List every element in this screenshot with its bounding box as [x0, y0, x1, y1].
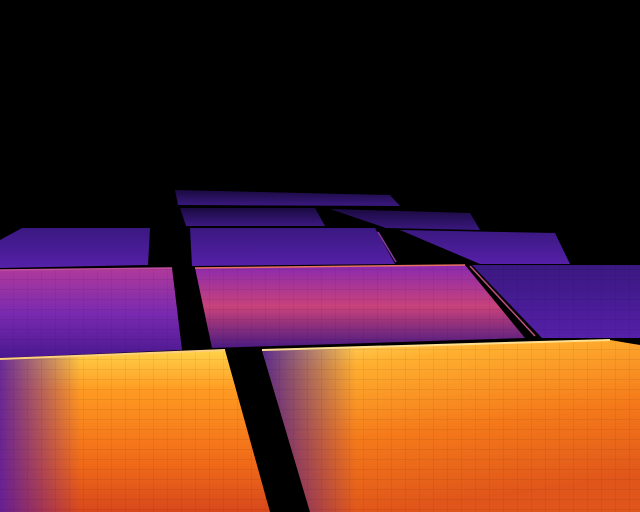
panel [190, 228, 395, 266]
panel-far [180, 208, 325, 226]
panel-frame [261, 339, 611, 351]
panel-frame [377, 231, 397, 263]
panel-frame [0, 267, 173, 271]
panel-far [330, 209, 480, 230]
panel-frame [194, 264, 466, 269]
panel-far [175, 190, 400, 206]
panel-frame [469, 265, 536, 337]
panel [400, 230, 570, 264]
panel [0, 228, 150, 268]
panel-frame [0, 349, 226, 360]
cell-texture [0, 265, 640, 512]
